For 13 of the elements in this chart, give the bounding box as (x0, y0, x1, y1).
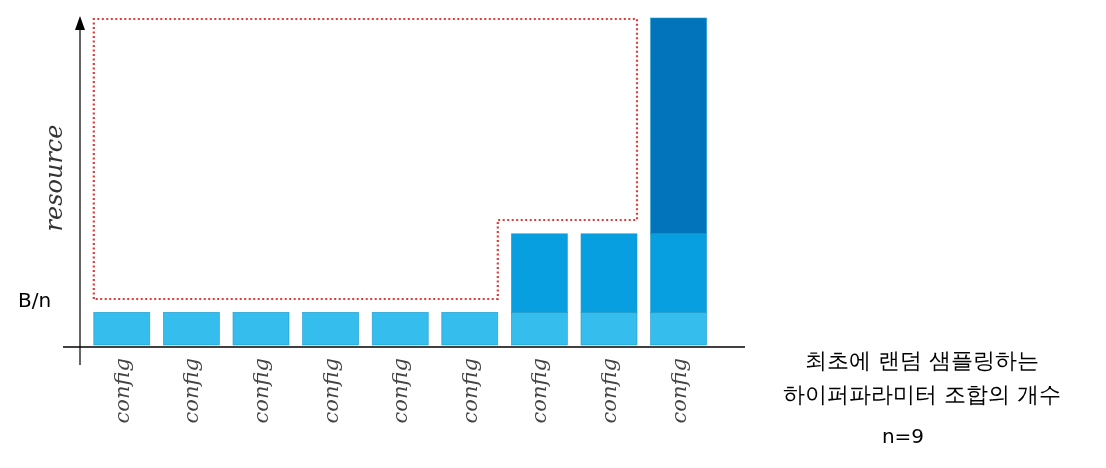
x-tick-label: config (249, 358, 273, 424)
x-tick-label: config (457, 358, 482, 424)
text: n=9 (881, 424, 925, 448)
x-tick-label: config (666, 358, 691, 424)
x-tick-label: config (388, 358, 413, 424)
text: B/n (18, 288, 52, 312)
y-axis-title: resource (40, 124, 68, 232)
x-tick-label: config (109, 358, 134, 424)
x-axis-title: 최초에 랜덤 샘플링하는 하이퍼파라미터 조합의 개수 (783, 348, 1061, 407)
x-tick-label: config (527, 358, 552, 424)
x-tick-label: config (318, 358, 343, 424)
x-tick-label: config (179, 358, 204, 424)
x-tick-label: config (597, 358, 621, 424)
